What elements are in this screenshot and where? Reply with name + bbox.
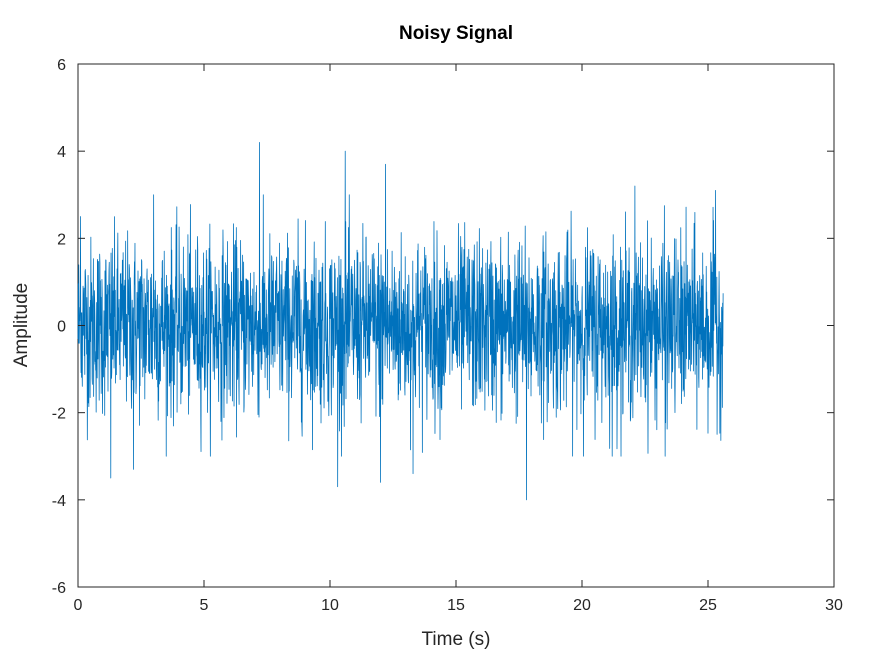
y-tick-label: 6 — [57, 57, 66, 74]
signal-line — [77, 142, 724, 501]
x-tick-label: 15 — [447, 597, 465, 614]
x-tick-label: 0 — [74, 597, 83, 614]
x-tick-label: 10 — [321, 597, 339, 614]
y-tick-label: 2 — [57, 231, 66, 248]
y-axis: -6 -4 -2 0 2 4 6 — [52, 57, 834, 597]
x-tick-label: 5 — [200, 597, 209, 614]
signal-line-group — [77, 142, 724, 501]
y-tick-label: -2 — [52, 406, 66, 423]
y-tick-label: 0 — [57, 319, 66, 336]
x-axis-label: Time (s) — [422, 629, 491, 650]
y-tick-label: -4 — [52, 493, 66, 510]
x-tick-label: 30 — [825, 597, 843, 614]
x-tick-label: 20 — [573, 597, 591, 614]
chart-title: Noisy Signal — [399, 23, 513, 44]
y-tick-label: 4 — [57, 144, 66, 161]
plot-area: 0 5 10 15 20 25 30 -6 -4 -2 0 2 4 6 — [52, 57, 843, 614]
x-axis: 0 5 10 15 20 25 30 — [74, 64, 843, 614]
y-axis-label: Amplitude — [11, 283, 32, 368]
x-tick-label: 25 — [699, 597, 717, 614]
y-tick-label: -6 — [52, 580, 66, 597]
